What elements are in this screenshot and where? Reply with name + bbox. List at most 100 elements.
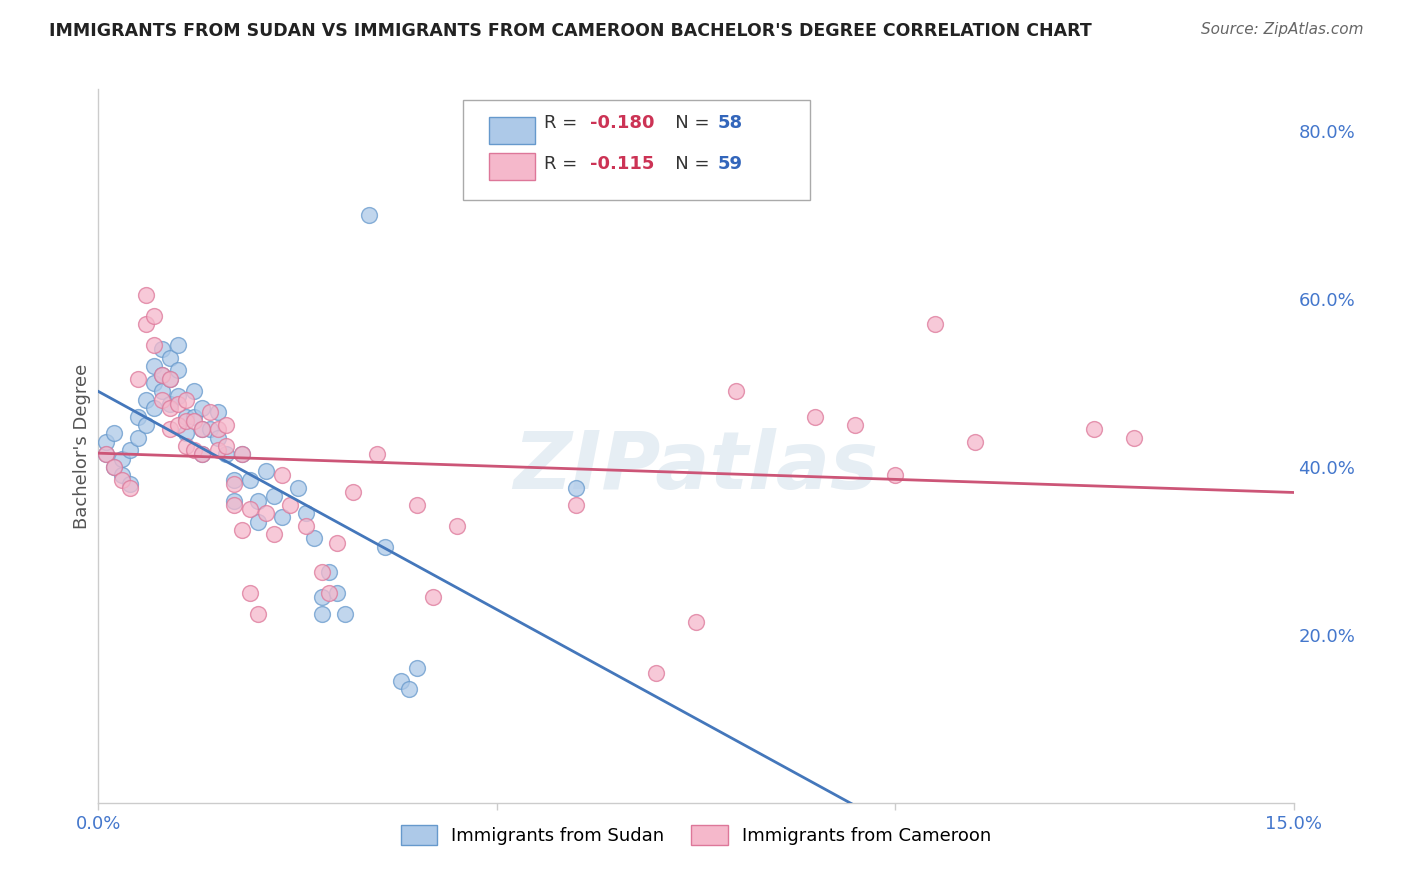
Point	[263, 489, 285, 503]
Point	[143, 401, 166, 416]
Point	[884, 468, 907, 483]
Point	[207, 422, 229, 436]
Point	[342, 485, 364, 500]
Point	[1123, 431, 1146, 445]
Point	[150, 392, 173, 407]
Point	[111, 468, 134, 483]
Text: N =: N =	[658, 155, 716, 173]
Point	[311, 565, 333, 579]
Point	[103, 426, 125, 441]
Point	[174, 409, 197, 424]
Point	[150, 384, 173, 399]
Text: R =: R =	[544, 114, 583, 132]
Text: R =: R =	[544, 155, 583, 173]
Point	[1083, 422, 1105, 436]
Point	[645, 665, 668, 680]
Point	[239, 586, 262, 600]
Point	[111, 451, 134, 466]
Text: N =: N =	[658, 114, 716, 132]
Point	[215, 439, 238, 453]
Point	[135, 288, 157, 302]
Point	[174, 426, 197, 441]
Point	[844, 417, 866, 432]
Point	[174, 392, 197, 407]
Point	[724, 384, 747, 399]
Point	[359, 208, 381, 222]
Point	[924, 318, 946, 332]
Point	[191, 422, 214, 436]
Point	[127, 431, 149, 445]
Point	[183, 414, 205, 428]
Point	[318, 586, 340, 600]
Point	[263, 527, 285, 541]
Point	[389, 674, 412, 689]
Point	[159, 351, 181, 365]
Point	[174, 414, 197, 428]
Point	[143, 309, 166, 323]
Point	[326, 586, 349, 600]
Point	[278, 498, 301, 512]
Point	[294, 506, 316, 520]
Point	[198, 405, 221, 419]
Point	[207, 431, 229, 445]
Point	[287, 481, 309, 495]
Point	[167, 389, 190, 403]
Point	[191, 422, 214, 436]
Point	[111, 473, 134, 487]
Point	[222, 493, 245, 508]
Point	[120, 476, 142, 491]
Point	[183, 384, 205, 399]
Point	[159, 372, 181, 386]
Point	[167, 363, 190, 377]
Text: Source: ZipAtlas.com: Source: ZipAtlas.com	[1201, 22, 1364, 37]
Point	[215, 417, 238, 432]
Point	[231, 447, 253, 461]
Point	[222, 476, 245, 491]
Point	[215, 447, 238, 461]
Point	[254, 506, 277, 520]
Text: ZIPatlas: ZIPatlas	[513, 428, 879, 507]
Point	[318, 565, 340, 579]
Point	[150, 368, 173, 382]
FancyBboxPatch shape	[463, 100, 810, 200]
Point	[143, 359, 166, 374]
Point	[159, 372, 181, 386]
Point	[167, 397, 190, 411]
Point	[159, 397, 181, 411]
Point	[565, 498, 588, 512]
Text: 59: 59	[717, 155, 742, 173]
Point	[143, 376, 166, 390]
Point	[963, 434, 986, 449]
Point	[143, 338, 166, 352]
Point	[685, 615, 707, 630]
Point	[804, 409, 827, 424]
Point	[103, 460, 125, 475]
Point	[231, 523, 253, 537]
Point	[366, 447, 388, 461]
Point	[302, 532, 325, 546]
Point	[207, 405, 229, 419]
Point	[207, 443, 229, 458]
Point	[239, 473, 262, 487]
Point	[222, 473, 245, 487]
Legend: Immigrants from Sudan, Immigrants from Cameroon: Immigrants from Sudan, Immigrants from C…	[392, 815, 1000, 855]
Point	[159, 422, 181, 436]
Point	[135, 392, 157, 407]
Point	[135, 318, 157, 332]
Text: -0.180: -0.180	[589, 114, 654, 132]
Point	[135, 417, 157, 432]
Point	[270, 510, 292, 524]
Point	[183, 443, 205, 458]
Point	[159, 401, 181, 416]
Point	[191, 447, 214, 461]
Point	[422, 590, 444, 604]
Point	[150, 343, 173, 357]
Point	[254, 464, 277, 478]
Point	[167, 417, 190, 432]
Point	[326, 535, 349, 549]
Point	[406, 498, 429, 512]
FancyBboxPatch shape	[489, 153, 534, 180]
Point	[270, 468, 292, 483]
Point	[374, 540, 396, 554]
Point	[446, 518, 468, 533]
